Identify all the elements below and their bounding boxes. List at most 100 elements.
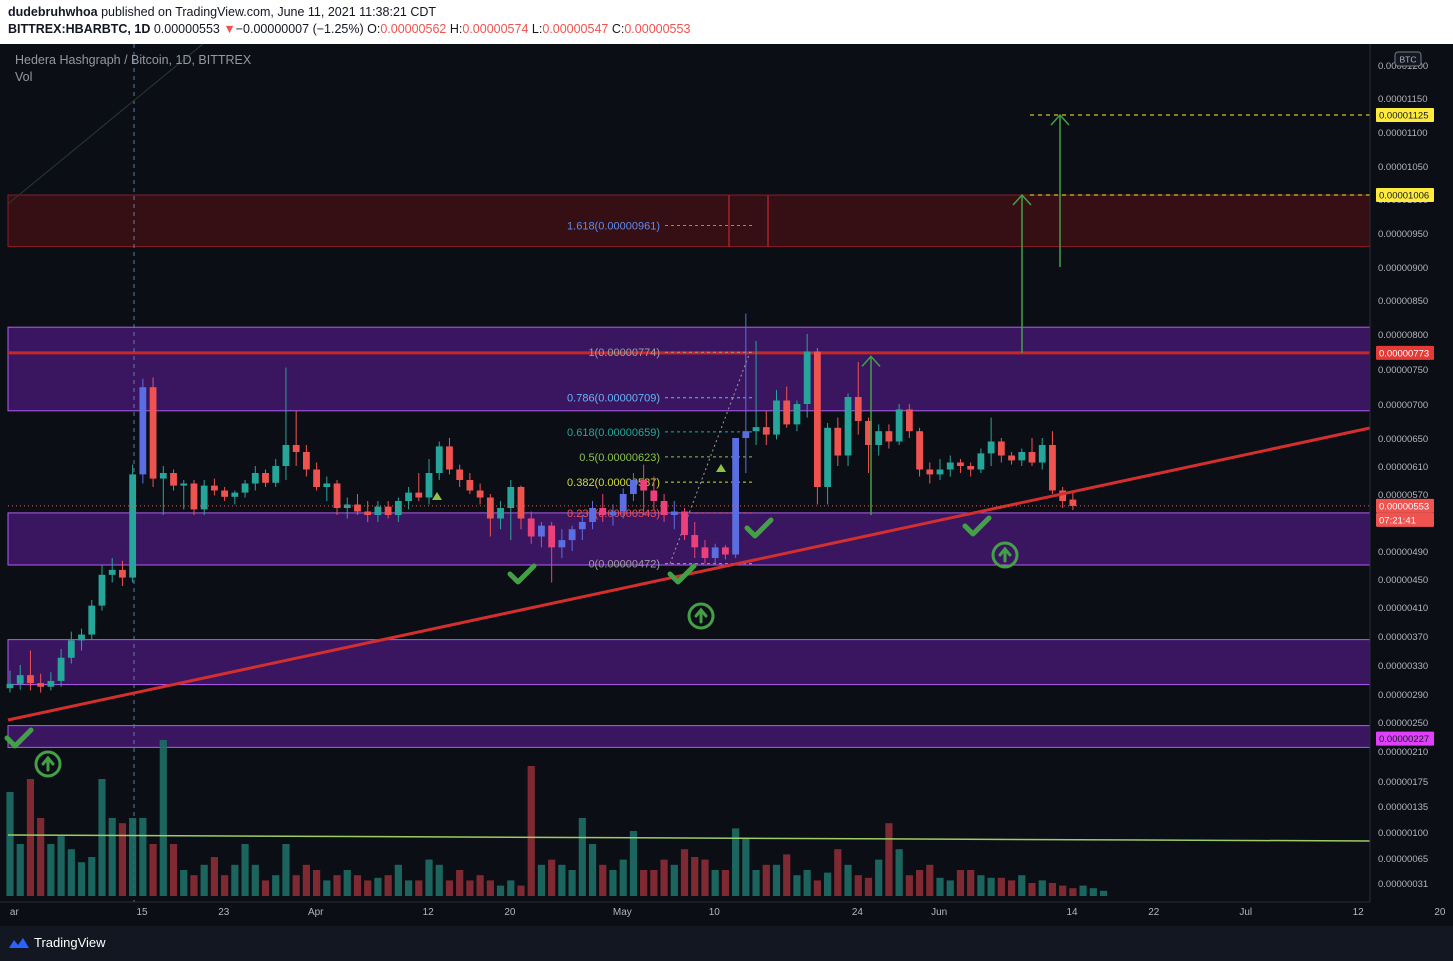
volume-bar xyxy=(548,859,556,896)
candle-body xyxy=(916,431,923,470)
candle-body xyxy=(834,427,842,456)
arrow-up-icon xyxy=(694,607,708,624)
currency-badge[interactable] xyxy=(1394,51,1422,67)
volume-bar xyxy=(16,844,24,896)
volume-bar xyxy=(118,823,127,896)
candle-body xyxy=(405,492,412,501)
candle-body xyxy=(548,525,556,548)
time-tick-label: 12 xyxy=(423,907,435,918)
volume-bar xyxy=(57,836,65,896)
price-axis[interactable]: 0.000012000.000011500.000011000.00001050… xyxy=(1369,44,1453,904)
volume-bar xyxy=(26,779,35,896)
price-tick-label: 0.00000370 xyxy=(1378,632,1428,643)
volume-bar xyxy=(1038,880,1046,896)
chart-area[interactable]: 1.618(0.00000961) 1(0.00000774) 0.786(0.00… xyxy=(0,44,1453,926)
candle-body xyxy=(57,657,65,681)
candle-body xyxy=(701,547,709,558)
volume-ma-line xyxy=(7,834,1371,842)
volume-bar xyxy=(578,818,586,896)
volume-bar xyxy=(977,875,985,896)
diagonal-guide xyxy=(7,44,204,205)
volume-bar xyxy=(169,844,178,896)
candle-body xyxy=(895,409,903,442)
change-value: −0.00000007 (−1.25%) xyxy=(235,22,364,36)
low-value: 0.00000547 xyxy=(542,22,609,36)
volume-bar xyxy=(77,862,86,896)
open-label: O: xyxy=(367,22,381,36)
candle-body xyxy=(364,511,372,515)
candle-body xyxy=(803,351,811,404)
zone-purple-3 xyxy=(7,639,1371,686)
volume-bar xyxy=(149,844,157,896)
volume-bar xyxy=(640,870,648,896)
volume-bar xyxy=(599,864,607,896)
candle-body xyxy=(865,421,872,445)
time-tick-label: ar xyxy=(10,907,20,918)
chart-svg[interactable]: 1.618(0.00000961) 1(0.00000774) 0.786(0.00… xyxy=(0,44,1453,926)
tradingview-logo-icon[interactable] xyxy=(8,935,30,951)
price-tick-label: 0.00000900 xyxy=(1378,263,1428,274)
volume-bar xyxy=(1099,890,1108,896)
price-label-bg xyxy=(1376,498,1434,513)
author-name[interactable]: dudebruhwhoa xyxy=(8,5,98,19)
volume-bar xyxy=(670,864,678,896)
high-value: 0.00000574 xyxy=(462,22,529,36)
candle-body xyxy=(108,569,116,575)
volume-bar xyxy=(875,859,883,896)
volume-bar xyxy=(650,870,658,896)
volume-bar xyxy=(302,864,310,896)
volume-bar xyxy=(67,849,75,896)
candle-body xyxy=(742,431,750,438)
volume-bar xyxy=(88,857,96,896)
volume-bar xyxy=(496,885,505,896)
volume-bar xyxy=(282,844,290,896)
volume-bar xyxy=(1069,888,1077,896)
volume-bar xyxy=(241,844,249,896)
volume-bar xyxy=(323,880,331,896)
volume-bar xyxy=(1059,885,1067,896)
volume-bar xyxy=(905,875,913,896)
volume-bar xyxy=(231,864,239,896)
grid-layer xyxy=(7,44,204,904)
arrow-up-circle-icon xyxy=(991,541,1019,569)
target-arrow-2-head xyxy=(1012,193,1032,206)
volume-layer xyxy=(6,740,1371,896)
time-tick-label: 20 xyxy=(504,907,516,918)
candle-body xyxy=(1069,499,1077,506)
price-tick-label: 0.00000700 xyxy=(1378,400,1428,411)
price-label: 0.00000227 xyxy=(1379,734,1429,745)
candle-body xyxy=(415,492,423,498)
candle-body xyxy=(139,387,147,475)
volume-bar xyxy=(1018,875,1026,896)
volume-bar xyxy=(619,859,627,896)
volume-bar xyxy=(159,740,167,896)
price-label: 0.00001006 xyxy=(1379,191,1429,202)
volume-bar xyxy=(139,818,147,896)
volume-bar xyxy=(210,857,218,896)
candle-body xyxy=(946,462,954,470)
open-value: 0.00000562 xyxy=(380,22,447,36)
candle-body xyxy=(977,453,985,470)
price-tick-label: 0.00000650 xyxy=(1378,434,1428,445)
candle-body xyxy=(824,427,831,487)
candle-body xyxy=(558,540,566,548)
volume-bar xyxy=(456,870,464,896)
volume-bar xyxy=(854,875,862,896)
candle-body xyxy=(435,446,443,473)
candle-body xyxy=(670,511,678,515)
time-tick-label: 15 xyxy=(136,907,148,918)
time-tick-label: 14 xyxy=(1066,907,1078,918)
tradingview-brand[interactable]: TradingView xyxy=(34,935,106,950)
arrow-up-circle-icon xyxy=(687,602,715,630)
volume-bar xyxy=(680,849,689,896)
volume-bar xyxy=(1028,883,1036,896)
candle-body xyxy=(762,427,770,435)
candle-body xyxy=(517,487,525,519)
time-axis[interactable]: ar 15 23 Apr 12 20 May 10 24 Jun 14 22 Jul 12 20 xyxy=(0,901,1453,926)
high-label: H: xyxy=(449,22,463,36)
volume-tick-label: 0.00000135 xyxy=(1378,802,1428,813)
candle-body xyxy=(425,473,433,498)
price-tick-label: 0.00000570 xyxy=(1378,490,1428,501)
signal-triangle-icon xyxy=(716,464,726,472)
volume-tick-label: 0.00000065 xyxy=(1378,854,1428,865)
